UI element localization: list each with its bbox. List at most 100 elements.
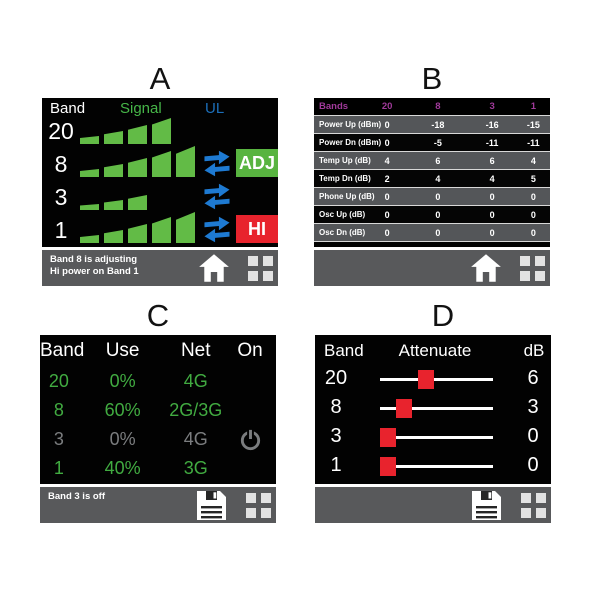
signal-bars	[80, 146, 195, 177]
row-label: Osc Dn (dB)	[319, 228, 366, 237]
row-label: Temp Up (dB)	[319, 156, 371, 165]
grid-square	[521, 508, 531, 518]
floppy-save-icon	[197, 491, 226, 520]
slider-handle[interactable]	[379, 428, 396, 447]
band-col-header: 20	[381, 101, 393, 112]
signal-bar	[104, 200, 123, 210]
net-column-header: Net	[180, 340, 211, 361]
hi-power-button[interactable]: HI	[236, 215, 278, 243]
signal-bar	[152, 217, 171, 243]
band-number: 3	[53, 429, 64, 449]
attenuation-row: 1 0	[315, 452, 551, 481]
on-column-header: On	[237, 340, 263, 361]
cell-value: 0	[489, 191, 495, 202]
signal-bar	[128, 195, 147, 210]
cell-value: 4	[489, 173, 495, 184]
signal-bar	[80, 169, 99, 177]
panel-a-label: A	[149, 61, 171, 96]
band-column-header: Band	[324, 341, 364, 360]
cell-value: 0	[384, 209, 390, 220]
grid-menu-button[interactable]	[248, 256, 273, 281]
grid-square	[520, 271, 530, 281]
signal-bar	[176, 146, 195, 177]
use-column-header: Use	[105, 340, 140, 361]
cell-value: 4	[530, 155, 536, 166]
slider-handle[interactable]	[395, 399, 412, 418]
table-row: Power Dn (dBm) 0 -5 -11 -11	[314, 134, 550, 152]
use-value: 0%	[109, 429, 136, 449]
table-row: Osc Dn (dB) 0 0 0 0	[314, 224, 550, 242]
cell-value: 6	[435, 155, 441, 166]
status-text: Band 8 is adjusting Hi power on Band 1	[50, 254, 139, 278]
signal-column-header: Signal	[120, 100, 162, 117]
status-line: Band 8 is adjusting	[50, 254, 138, 265]
signal-bar	[104, 131, 123, 144]
grid-square	[246, 508, 256, 518]
cell-value: 0	[435, 191, 441, 202]
power-icon	[240, 428, 260, 451]
ul-column-header: UL	[205, 100, 225, 117]
grid-square	[248, 271, 258, 281]
status-bar	[314, 250, 550, 286]
table-row: Temp Up (dB) 4 6 6 4	[314, 152, 550, 170]
panel-d-label: D	[431, 298, 455, 333]
grid-square	[520, 256, 530, 266]
cell-value: -15	[526, 119, 540, 130]
grid-menu-button[interactable]	[521, 493, 546, 518]
cell-value: 0	[435, 227, 441, 238]
power-toggle-button[interactable]	[224, 427, 276, 452]
grid-square	[536, 508, 546, 518]
net-value: 4G	[183, 371, 208, 391]
panel-b-label: B	[421, 61, 443, 96]
table-row: Power Up (dBm) 0 -18 -16 -15	[314, 116, 550, 134]
grid-menu-button[interactable]	[520, 256, 545, 281]
row-label: Power Up (dBm)	[319, 120, 382, 129]
slider-track[interactable]	[380, 370, 493, 389]
grid-square	[521, 493, 531, 503]
net-value: 4G	[183, 429, 208, 449]
grid-menu-button[interactable]	[246, 493, 271, 518]
cell-value: 0	[530, 209, 536, 220]
net-value: 2G/3G	[169, 400, 223, 420]
panel-c: C Band Use Net On 20 0% 4G 8 60% 2G/3G 3	[40, 298, 276, 523]
slider-handle[interactable]	[418, 370, 435, 389]
bands-header: Bands	[319, 101, 349, 112]
band-column-header: Band	[50, 100, 86, 117]
sync-arrows-icon	[202, 216, 232, 243]
sync-arrows-icon	[202, 150, 232, 177]
band-number: 8	[53, 400, 64, 420]
slider-handle[interactable]	[379, 457, 396, 476]
save-button[interactable]	[196, 490, 228, 520]
cell-value: 4	[384, 155, 390, 166]
cell-value: 0	[384, 137, 390, 148]
grid-square	[261, 493, 271, 503]
grid-square	[535, 271, 545, 281]
cell-value: -11	[527, 137, 540, 148]
db-value: 3	[527, 396, 539, 418]
slider-track[interactable]	[379, 457, 493, 476]
cell-value: -18	[431, 119, 445, 130]
band-col-header: 3	[489, 101, 495, 112]
attenuation-screen: Band Attenuate dB 20 6 8 3 3	[315, 335, 551, 484]
usage-header-row: Band Use Net On	[40, 335, 276, 367]
attenuation-row: 3 0	[315, 423, 551, 452]
status-line: Hi power on Band 1	[50, 266, 139, 277]
home-button[interactable]	[470, 253, 502, 283]
net-value: 3G	[183, 458, 208, 478]
grid-square	[535, 256, 545, 266]
home-button[interactable]	[198, 253, 230, 283]
slider-track[interactable]	[379, 428, 493, 447]
save-button[interactable]	[471, 490, 503, 520]
grid-square	[248, 256, 258, 266]
cell-value: 0	[530, 191, 536, 202]
adj-button[interactable]: ADJ	[236, 149, 278, 177]
slider-track[interactable]	[380, 399, 493, 418]
attenuation-row: 20 6	[315, 365, 551, 394]
cell-value: 0	[489, 209, 495, 220]
band-col-header: 8	[435, 101, 441, 112]
grid-square	[263, 256, 273, 266]
row-label: Temp Dn (dB)	[319, 174, 371, 183]
grid-square	[246, 493, 256, 503]
status-bar: Band 3 is off	[40, 487, 276, 523]
band-number: 3	[330, 425, 342, 447]
